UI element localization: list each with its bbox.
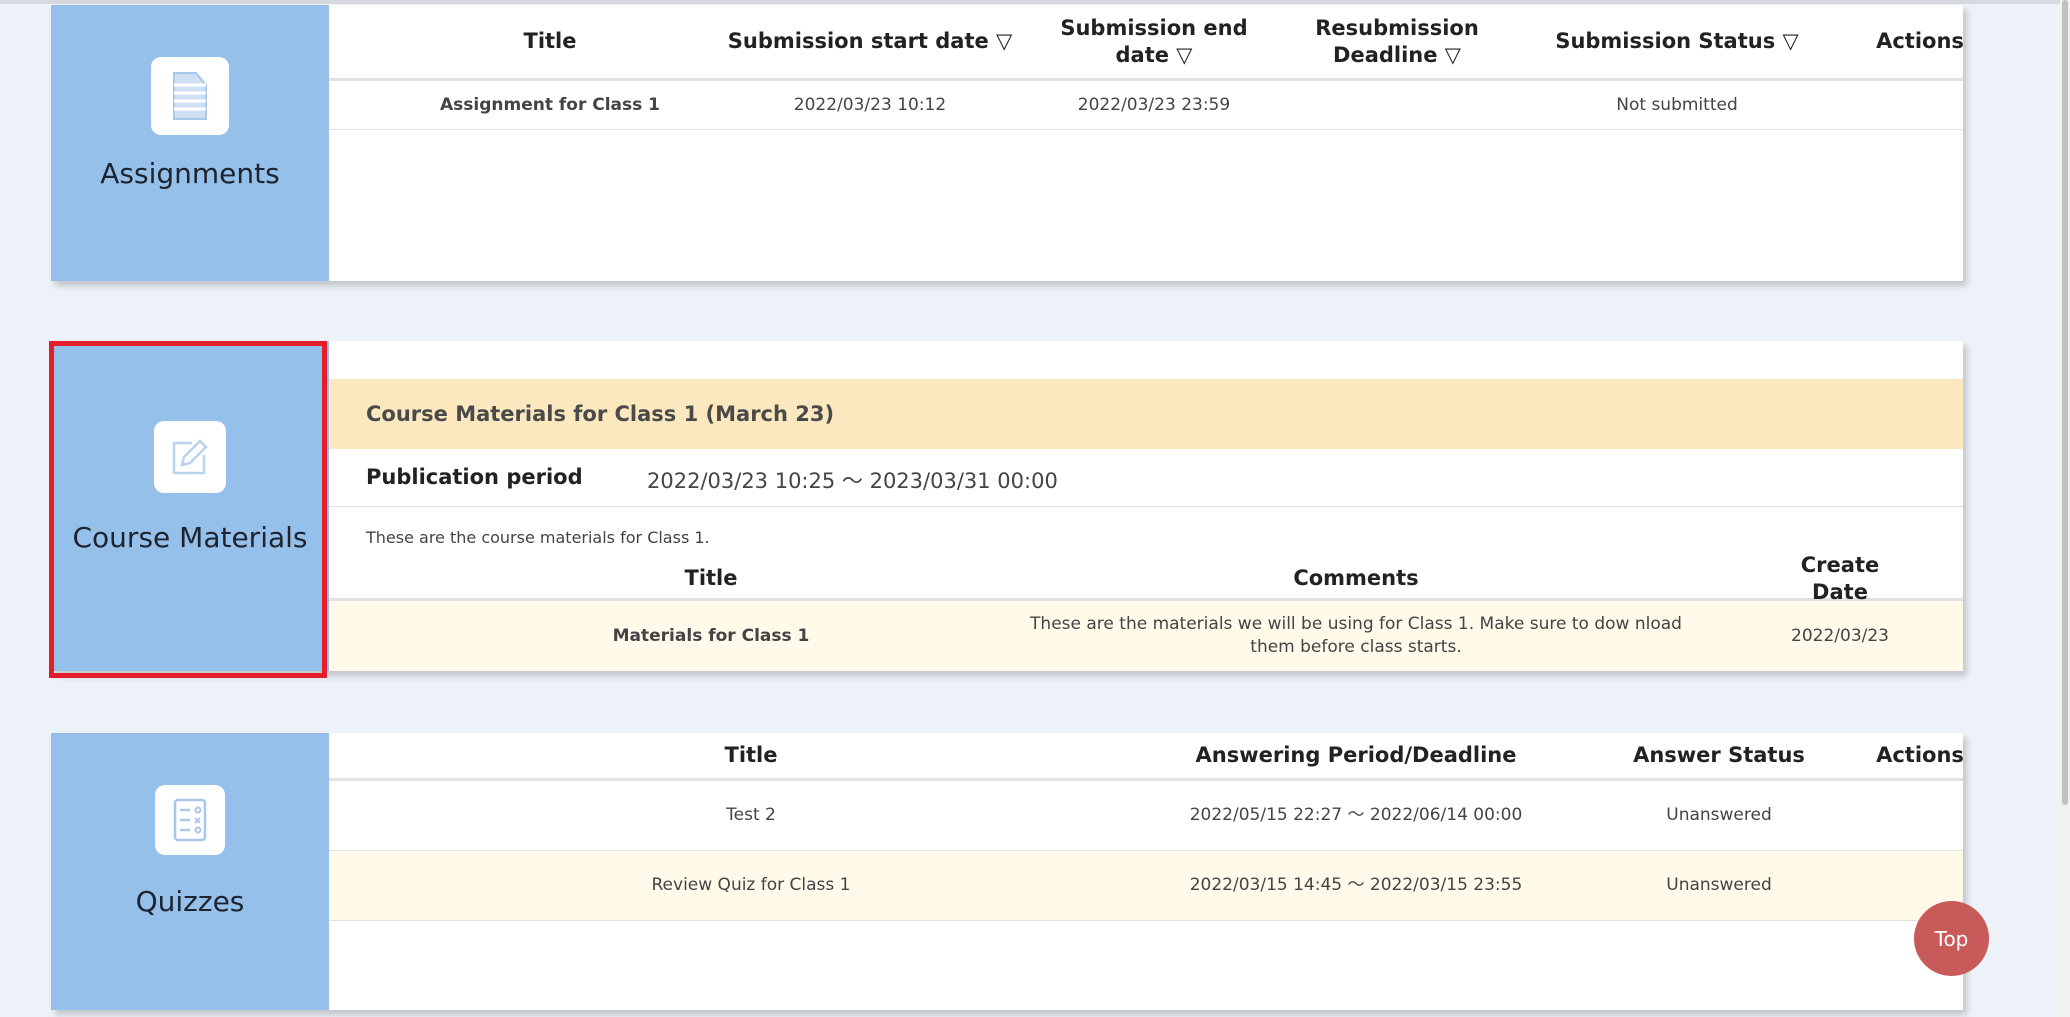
- materials-header-row: Title Comments Create Date: [329, 552, 1963, 604]
- col-submission-status[interactable]: Submission Status ▽: [1555, 29, 1799, 53]
- quiz-status: Unanswered: [1666, 875, 1772, 895]
- material-title[interactable]: Materials for Class 1: [612, 625, 810, 646]
- quiz-period: 2022/03/15 14:45 ～ 2022/03/15 23:55: [1189, 875, 1523, 895]
- col-actions: Actions: [1876, 743, 1964, 767]
- course-materials-section: Course Materials Course Materials for Cl…: [51, 341, 1963, 671]
- document-icon: [151, 57, 229, 135]
- col-title[interactable]: Title: [523, 29, 577, 53]
- col-answer-status: Answer Status: [1633, 743, 1805, 767]
- edit-icon: [154, 421, 226, 493]
- material-comments: These are the materials we will be using…: [1030, 614, 1682, 657]
- publication-period-value: 2022/03/23 10:25 ～ 2023/03/31 00:00: [647, 469, 1058, 493]
- quizzes-section: Quizzes Title Answering Period/Deadline …: [51, 733, 1964, 1010]
- course-materials-side-panel[interactable]: Course Materials: [51, 341, 329, 671]
- start-date: 2022/03/23 10:12: [793, 94, 947, 115]
- course-materials-label: Course Materials: [72, 521, 308, 554]
- assignment-title[interactable]: Assignment for Class 1: [439, 94, 661, 115]
- quiz-title[interactable]: Test 2: [726, 805, 776, 825]
- quiz-title[interactable]: Review Quiz for Class 1: [651, 875, 851, 895]
- highlight-box: [49, 341, 327, 678]
- col-submission-start[interactable]: Submission start date ▽: [727, 29, 1013, 53]
- quizzes-side-panel[interactable]: Quizzes: [51, 733, 329, 1010]
- table-row: Test 2 2022/05/15 22:27 ～ 2022/06/14 00:…: [329, 781, 1963, 851]
- quizzes-header-row: Title Answering Period/Deadline Answer S…: [329, 733, 1964, 781]
- scrollbar-thumb[interactable]: [2062, 0, 2068, 805]
- assignments-header-row: Title Submission start date ▽ Submission…: [329, 5, 1964, 81]
- publication-period-row: Publication period 2022/03/23 10:25 ～ 20…: [329, 449, 1963, 507]
- quizzes-label: Quizzes: [135, 885, 245, 918]
- col-resubmission-deadline[interactable]: Resubmission Deadline ▽: [1315, 15, 1479, 67]
- quiz-status: Unanswered: [1666, 805, 1772, 825]
- table-row: Review Quiz for Class 1 2022/03/15 14:45…: [329, 851, 1963, 921]
- submission-status: Not submitted: [1616, 94, 1738, 115]
- materials-description: These are the course materials for Class…: [366, 528, 710, 547]
- assignments-section: Assignments Title Submission start date …: [51, 5, 1964, 281]
- col-actions: Actions: [1876, 29, 1964, 53]
- col-submission-end[interactable]: Submission end date ▽: [1060, 15, 1248, 67]
- quiz-period: 2022/05/15 22:27 ～ 2022/06/14 00:00: [1189, 805, 1523, 825]
- table-row: Materials for Class 1 These are the mate…: [329, 601, 1963, 671]
- back-to-top-button[interactable]: Top: [1914, 901, 1989, 976]
- col-answering-period: Answering Period/Deadline: [1195, 743, 1517, 767]
- col-create-date: Create Date: [1800, 552, 1880, 604]
- end-date: 2022/03/23 23:59: [1077, 94, 1231, 115]
- publication-period-label: Publication period: [366, 465, 583, 489]
- material-group-title[interactable]: Course Materials for Class 1 (March 23): [329, 379, 1963, 449]
- col-title: Title: [684, 566, 738, 590]
- table-row: Assignment for Class 1 2022/03/23 10:12 …: [329, 81, 1963, 130]
- checklist-icon: [155, 785, 225, 855]
- assignments-label: Assignments: [100, 157, 280, 190]
- assignments-side-panel[interactable]: Assignments: [51, 5, 329, 281]
- scrollbar[interactable]: [2060, 0, 2070, 1017]
- col-comments: Comments: [1293, 566, 1419, 590]
- material-create-date: 2022/03/23: [1791, 625, 1889, 646]
- top-edge: [0, 0, 2070, 4]
- col-title: Title: [724, 743, 778, 767]
